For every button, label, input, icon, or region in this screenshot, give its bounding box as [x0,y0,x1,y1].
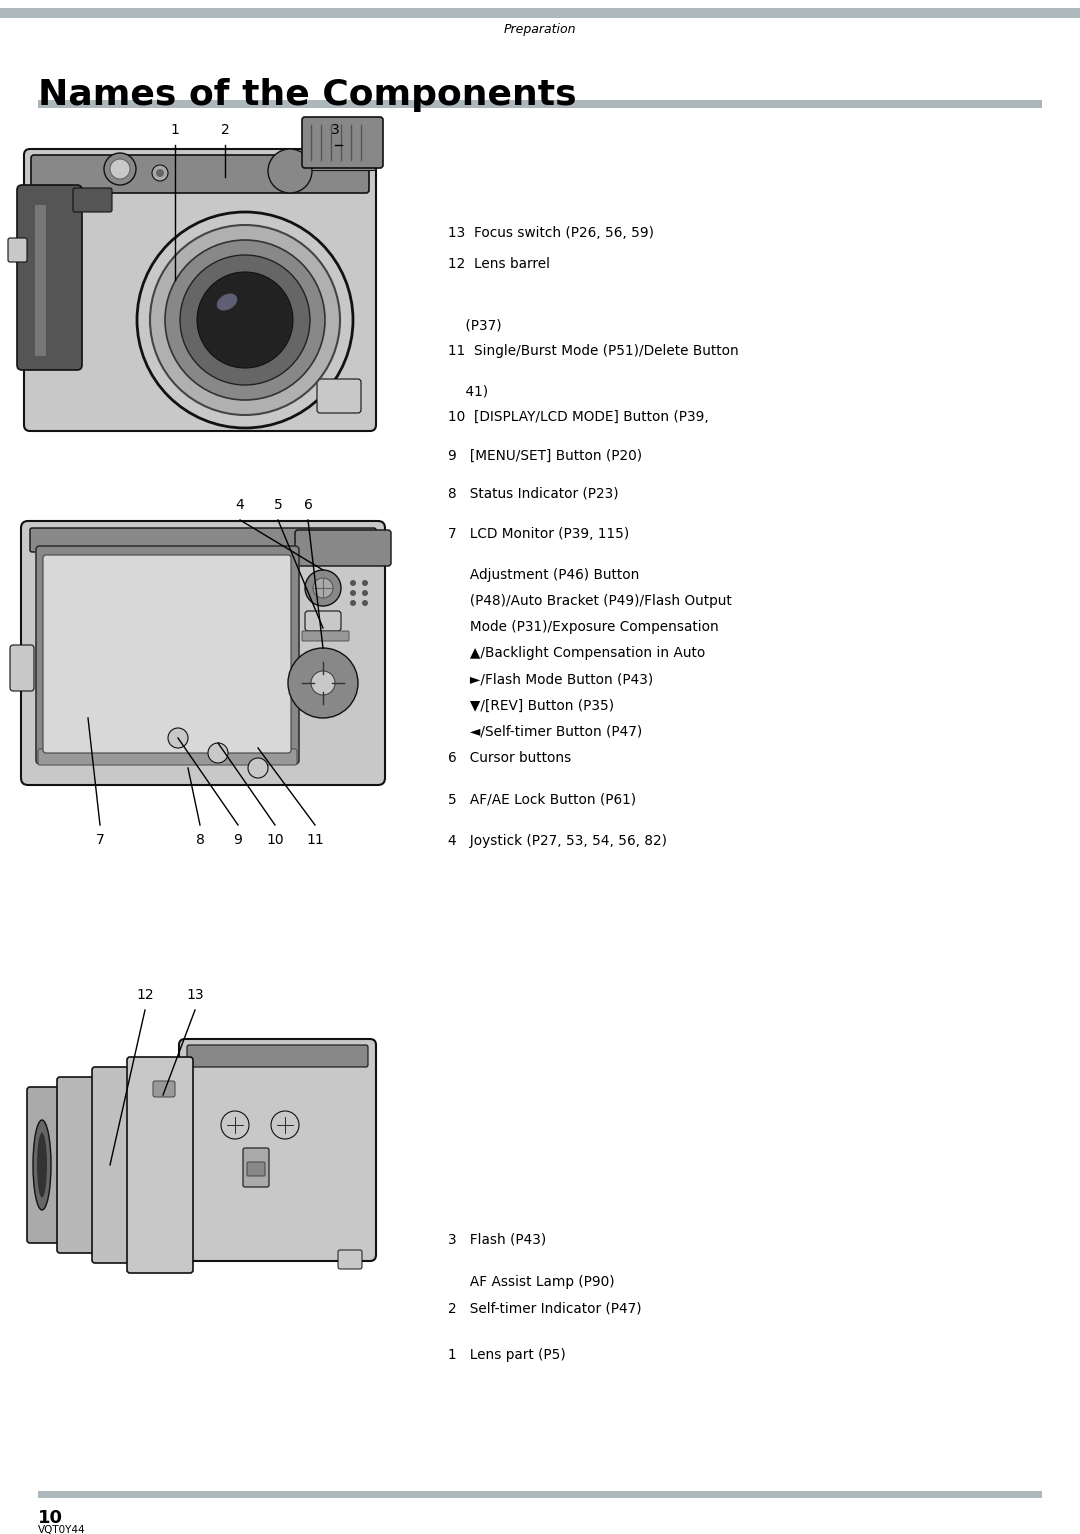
Text: 11  Single/Burst Mode (P51)/Delete Button: 11 Single/Burst Mode (P51)/Delete Button [448,344,739,359]
Text: 3: 3 [330,123,339,137]
Text: (P48)/Auto Bracket (P49)/Flash Output: (P48)/Auto Bracket (P49)/Flash Output [448,594,732,609]
Text: 2: 2 [220,123,229,137]
FancyBboxPatch shape [305,611,341,630]
FancyBboxPatch shape [10,644,33,690]
Circle shape [271,1111,299,1140]
FancyBboxPatch shape [318,379,361,413]
Circle shape [248,758,268,778]
Text: 9   [MENU/SET] Button (P20): 9 [MENU/SET] Button (P20) [448,448,643,463]
FancyBboxPatch shape [38,749,297,765]
Text: 12  Lens barrel: 12 Lens barrel [448,256,550,272]
Text: 7: 7 [96,833,105,847]
Circle shape [180,255,310,385]
FancyBboxPatch shape [21,522,384,785]
Circle shape [221,1111,249,1140]
Circle shape [197,272,293,368]
Text: (P37): (P37) [448,318,502,333]
Ellipse shape [37,1132,48,1198]
FancyBboxPatch shape [73,189,112,212]
Text: 13: 13 [186,988,204,1002]
Ellipse shape [217,293,238,310]
Text: Names of the Components: Names of the Components [38,78,577,112]
Circle shape [208,742,228,762]
Text: ►/Flash Mode Button (P43): ►/Flash Mode Button (P43) [448,672,653,687]
Circle shape [311,670,335,695]
Circle shape [305,571,341,606]
FancyBboxPatch shape [27,1088,188,1243]
Text: Preparation: Preparation [503,23,577,37]
Circle shape [350,580,356,586]
Ellipse shape [33,1120,51,1210]
Circle shape [350,600,356,606]
Text: 5: 5 [273,499,282,512]
Text: ◄/Self-timer Button (P47): ◄/Self-timer Button (P47) [448,724,643,739]
Text: AF Assist Lamp (P90): AF Assist Lamp (P90) [448,1275,615,1290]
Circle shape [288,647,357,718]
Text: 6   Cursor buttons: 6 Cursor buttons [448,750,571,765]
Circle shape [137,212,353,428]
Circle shape [156,169,164,176]
Bar [38,100,1042,107]
Circle shape [362,580,368,586]
FancyBboxPatch shape [179,1039,376,1261]
Circle shape [313,578,333,598]
FancyBboxPatch shape [36,546,299,764]
Text: ▲/Backlight Compensation in Auto: ▲/Backlight Compensation in Auto [448,646,705,661]
Circle shape [104,153,136,186]
Circle shape [165,239,325,400]
Text: Mode (P31)/Exposure Compensation: Mode (P31)/Exposure Compensation [448,620,719,635]
Text: 1   Lens part (P5): 1 Lens part (P5) [448,1347,566,1362]
FancyBboxPatch shape [247,1161,265,1177]
Text: 10: 10 [38,1509,63,1526]
Circle shape [268,149,312,193]
FancyBboxPatch shape [92,1068,188,1262]
FancyBboxPatch shape [31,155,369,193]
FancyBboxPatch shape [43,555,291,753]
Text: 5   AF/AE Lock Button (P61): 5 AF/AE Lock Button (P61) [448,792,636,807]
Text: 2   Self-timer Indicator (P47): 2 Self-timer Indicator (P47) [448,1301,642,1316]
FancyBboxPatch shape [302,630,349,641]
FancyBboxPatch shape [153,1081,175,1097]
Text: 1: 1 [171,123,179,137]
FancyBboxPatch shape [30,528,376,552]
Text: VQT0Y44: VQT0Y44 [38,1525,85,1534]
FancyBboxPatch shape [243,1147,269,1187]
Text: 12: 12 [136,988,153,1002]
Bar [0,8,1080,18]
Text: 4   Joystick (P27, 53, 54, 56, 82): 4 Joystick (P27, 53, 54, 56, 82) [448,833,667,848]
Circle shape [362,591,368,597]
Text: ▼/[REV] Button (P35): ▼/[REV] Button (P35) [448,698,615,713]
FancyBboxPatch shape [57,1077,183,1253]
Text: 3   Flash (P43): 3 Flash (P43) [448,1232,546,1247]
Circle shape [152,166,168,181]
Bar [310,163,375,170]
Text: 41): 41) [448,384,488,399]
Text: 4: 4 [235,499,244,512]
Text: 7   LCD Monitor (P39, 115): 7 LCD Monitor (P39, 115) [448,526,630,542]
Text: 8   Status Indicator (P23): 8 Status Indicator (P23) [448,486,619,502]
FancyBboxPatch shape [338,1250,362,1269]
FancyBboxPatch shape [302,117,383,169]
Circle shape [150,225,340,416]
Text: 8: 8 [195,833,204,847]
Circle shape [350,591,356,597]
Circle shape [110,160,130,179]
FancyBboxPatch shape [127,1057,193,1273]
Circle shape [362,600,368,606]
Bar [38,1491,1042,1499]
Text: 6: 6 [303,499,312,512]
Text: 11: 11 [306,833,324,847]
FancyBboxPatch shape [17,186,82,370]
FancyBboxPatch shape [24,149,376,431]
Text: 13  Focus switch (P26, 56, 59): 13 Focus switch (P26, 56, 59) [448,225,654,241]
Text: 9: 9 [233,833,242,847]
FancyBboxPatch shape [187,1045,368,1068]
Text: 10: 10 [266,833,284,847]
FancyBboxPatch shape [295,531,391,566]
Text: Adjustment (P46) Button: Adjustment (P46) Button [448,568,639,583]
Circle shape [168,729,188,749]
FancyBboxPatch shape [8,238,27,262]
Text: 10  [DISPLAY/LCD MODE] Button (P39,: 10 [DISPLAY/LCD MODE] Button (P39, [448,410,708,425]
Bar [35,206,45,354]
